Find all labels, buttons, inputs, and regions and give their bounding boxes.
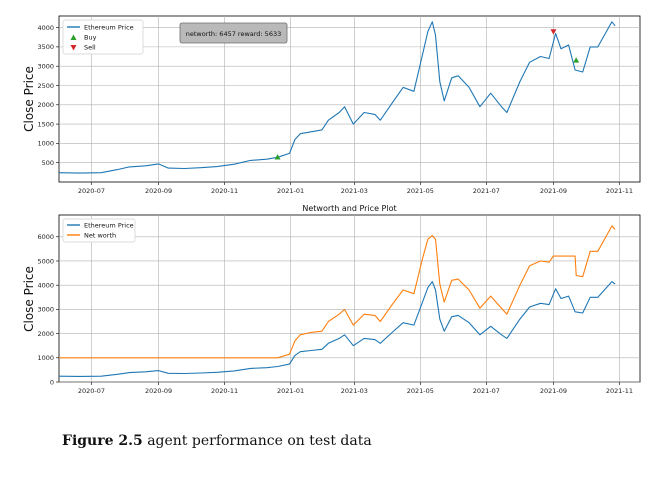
networth-chart-plot-area (58, 214, 641, 383)
y-tick-label: 4000 (37, 24, 54, 32)
y-tick-label: 0 (50, 378, 54, 386)
legend-ethereum-price-label: Ethereum Price (84, 222, 134, 230)
legend-buy-marker (70, 34, 77, 40)
price-chart-markers (274, 29, 580, 160)
y-tick-label: 3000 (37, 306, 54, 314)
legend-net-worth-label: Net worth (84, 232, 116, 240)
price-chart-grid (59, 16, 640, 182)
price-chart-series (58, 21, 616, 174)
y-tick-label: 1000 (37, 354, 54, 362)
networth-chart-grid (59, 215, 640, 383)
price-chart-y-ticks: 500 1000 1500 2000 2500 3000 3500 4000 (37, 24, 59, 167)
x-tick-label: 2021-09 (540, 187, 567, 195)
figure-caption-label: Figure 2.5 (62, 433, 143, 449)
y-tick-label: 3000 (37, 62, 54, 70)
x-tick-label: 2021-01 (277, 387, 304, 395)
y-tick-label: 1500 (37, 120, 54, 128)
y-tick-label: 2000 (37, 330, 54, 338)
y-tick-label: 1000 (37, 140, 54, 148)
buy-marker (573, 57, 580, 63)
price-chart-y-axis-label: Close Price (22, 66, 36, 132)
ethereum-price-line (58, 281, 616, 377)
y-tick-label: 3500 (37, 43, 54, 51)
price-chart-x-ticks: 2020-07 2020-09 2020-11 2021-01 2021-03 2021-… (78, 182, 633, 195)
net-worth-line (59, 225, 616, 359)
x-tick-label: 2021-03 (341, 387, 368, 395)
x-tick-label: 2020-09 (145, 187, 172, 195)
price-chart-legend: Ethereum Price Buy Sell (62, 19, 144, 55)
networth-chart-y-axis-label: Close Price (22, 266, 36, 332)
legend-sell-label: Sell (84, 44, 96, 52)
x-tick-label: 2021-01 (277, 187, 304, 195)
networth-chart-y-ticks: 0 1000 2000 3000 4000 5000 6000 (37, 233, 59, 386)
price-chart-plot-area (58, 15, 641, 183)
buy-marker (274, 154, 281, 160)
networth-chart-panel: Networth and Price Plot 2020-07 2020-09 20… (22, 204, 641, 395)
legend-ethereum-price-label: Ethereum Price (84, 24, 134, 32)
legend-sell-marker (70, 45, 77, 51)
y-tick-label: 2500 (37, 82, 54, 90)
x-tick-label: 2021-11 (606, 187, 633, 195)
networth-chart-title: Networth and Price Plot (302, 204, 396, 213)
x-tick-label: 2020-11 (211, 187, 238, 195)
x-tick-label: 2021-03 (341, 187, 368, 195)
x-tick-label: 2021-11 (606, 387, 633, 395)
x-tick-label: 2021-07 (473, 187, 500, 195)
networth-chart-x-ticks: 2020-07 2020-09 2020-11 2021-01 2021-03 2021-… (78, 382, 633, 395)
y-tick-label: 4000 (37, 281, 54, 289)
legend-buy-label: Buy (84, 34, 97, 42)
x-tick-label: 2020-11 (211, 387, 238, 395)
x-tick-label: 2021-07 (473, 387, 500, 395)
x-tick-label: 2020-07 (78, 387, 105, 395)
x-tick-label: 2021-05 (407, 187, 434, 195)
networth-reward-annotation: networth: 6457 reward: 5633 (179, 22, 288, 44)
x-tick-label: 2020-09 (145, 387, 172, 395)
networth-reward-text: networth: 6457 reward: 5633 (186, 30, 281, 38)
ethereum-price-line (58, 21, 616, 174)
x-tick-label: 2021-09 (540, 387, 567, 395)
networth-chart-legend: Ethereum Price Net worth (62, 218, 136, 243)
networth-chart-series (58, 225, 616, 377)
y-tick-label: 6000 (37, 233, 54, 241)
y-tick-label: 5000 (37, 257, 54, 265)
x-tick-label: 2020-07 (78, 187, 105, 195)
sell-marker (550, 29, 557, 35)
price-chart-panel: 2020-07 2020-09 2020-11 2021-01 2021-03 2021-… (22, 15, 641, 195)
y-tick-label: 500 (42, 159, 54, 167)
figure-caption-text: agent performance on test data (142, 433, 372, 449)
figure-caption: Figure 2.5 agent performance on test dat… (62, 433, 372, 449)
y-tick-label: 2000 (37, 101, 54, 109)
x-tick-label: 2021-05 (407, 387, 434, 395)
